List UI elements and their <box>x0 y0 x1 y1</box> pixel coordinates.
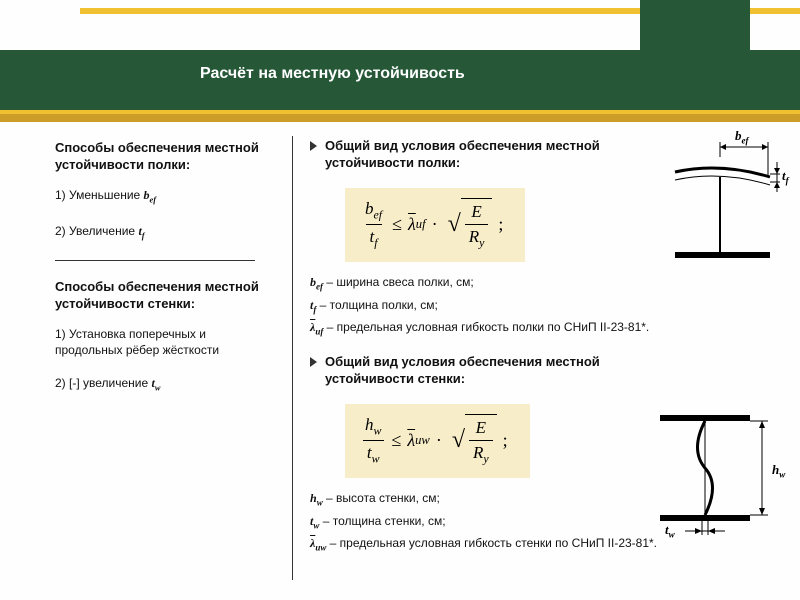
page-title: Расчёт на местную устойчивость <box>200 65 465 83</box>
bullet-2-text: Общий вид условия обеспечения местной ус… <box>325 354 645 388</box>
dia2-hw-label: hw <box>772 462 785 480</box>
web-diagram <box>640 405 780 535</box>
var: tw <box>152 376 161 390</box>
left-item-4: 2) [-] увеличение tw <box>55 376 275 394</box>
left-column: Способы обеспечения местной устойчивости… <box>55 140 275 413</box>
text: 2) Увеличение <box>55 224 138 238</box>
dark-yellow-stripe <box>0 114 800 122</box>
left-item-2: 2) Увеличение tf <box>55 224 275 242</box>
bullet-icon <box>310 357 317 367</box>
left-item-3: 1) Установка поперечных и продольных рёб… <box>55 327 275 358</box>
formula-1: beftf ≤ λuf · √ERy ; <box>345 188 525 262</box>
defs-1: bef – ширина свеса полки, см; tf – толщи… <box>310 272 760 340</box>
var: tf <box>138 224 144 238</box>
divider <box>55 260 255 261</box>
dia2-tw-label: tw <box>665 522 675 540</box>
column-divider <box>292 136 293 580</box>
left-item-1: 1) Уменьшение bef <box>55 188 275 206</box>
bullet-2: Общий вид условия обеспечения местной ус… <box>310 354 760 388</box>
top-green-block <box>640 0 750 50</box>
flange-diagram <box>660 132 780 262</box>
dia1-bef-label: bef <box>735 128 749 146</box>
bullet-1-text: Общий вид условия обеспечения местной ус… <box>325 138 645 172</box>
text: 2) [-] увеличение <box>55 376 152 390</box>
left-heading-1: Способы обеспечения местной устойчивости… <box>55 140 275 174</box>
formula-2: hwtw ≤ λuw · √ERy ; <box>345 404 530 478</box>
var: bef <box>144 188 157 202</box>
slide: Расчёт на местную устойчивость Способы о… <box>0 0 800 600</box>
dia1-tf-label: tf <box>782 168 789 186</box>
left-heading-2: Способы обеспечения местной устойчивости… <box>55 279 275 313</box>
bullet-icon <box>310 141 317 151</box>
text: 1) Уменьшение <box>55 188 144 202</box>
